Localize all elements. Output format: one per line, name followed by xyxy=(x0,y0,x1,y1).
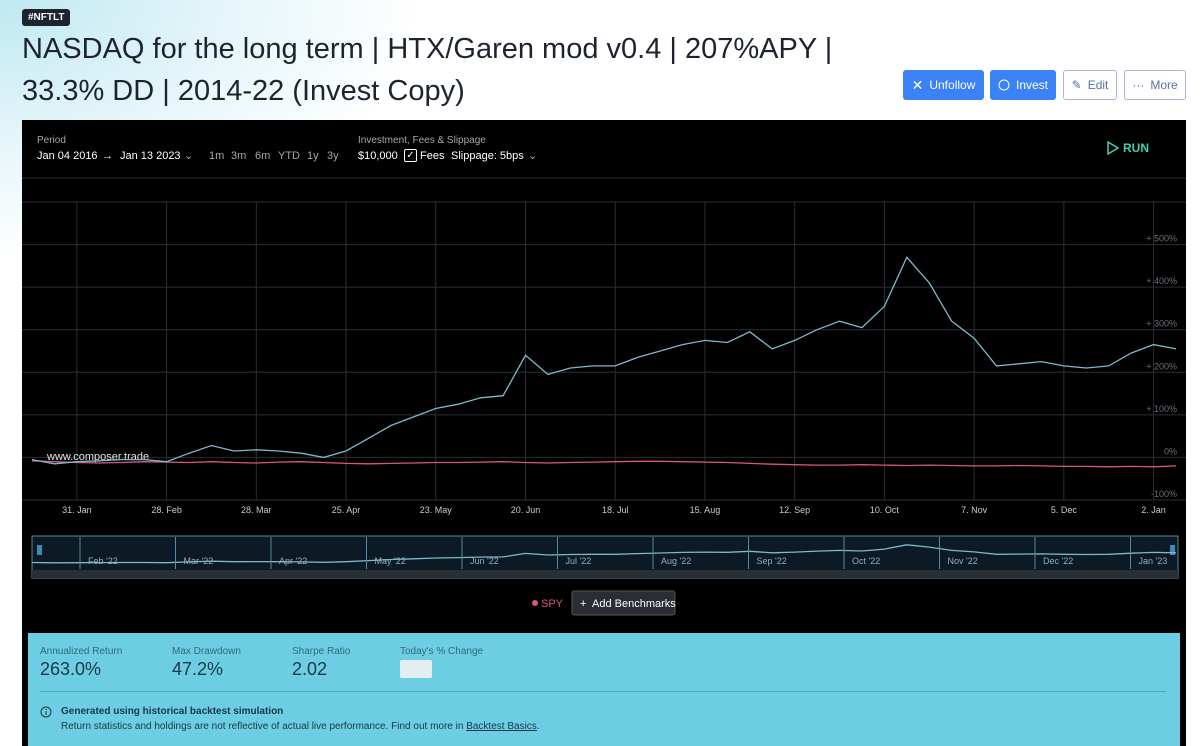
y-tick-label: 0% xyxy=(1164,446,1177,456)
stat-value: 2.02 xyxy=(292,659,328,679)
stat-label: Today's % Change xyxy=(400,646,484,657)
range-button[interactable]: 3m xyxy=(231,150,247,162)
label: Period xyxy=(37,135,66,146)
run-button[interactable]: RUN xyxy=(1107,141,1149,155)
stat-label: Annualized Return xyxy=(40,646,123,657)
series-line xyxy=(31,460,1177,468)
navigator-label: Nov '22 xyxy=(948,556,978,566)
notice-title: Generated using historical backtest simu… xyxy=(61,706,284,717)
fees: Fees xyxy=(420,150,445,162)
info-icon xyxy=(40,706,52,718)
x-tick-label: 31. Jan xyxy=(62,505,92,515)
end-date[interactable]: Jan 13 2023 xyxy=(120,150,181,162)
divider xyxy=(40,691,1166,692)
x-tick-label: 28. Feb xyxy=(151,505,182,515)
stat-value: 47.2% xyxy=(172,659,224,679)
series-line xyxy=(31,256,1177,465)
run-label: RUN xyxy=(1123,141,1149,155)
stat-label: Sharpe Ratio xyxy=(292,646,351,657)
unfollow-button[interactable]: ✕ Unfollow xyxy=(903,70,984,100)
y-tick-label: + 400% xyxy=(1146,276,1177,286)
start-date[interactable]: Jan 04 2016 xyxy=(37,150,98,162)
add-benchmarks: Add Benchmarks xyxy=(592,598,676,610)
x-tick-label: 15. Aug xyxy=(690,505,721,515)
range-button[interactable]: 3y xyxy=(327,150,339,162)
chevron[interactable]: ⌄ xyxy=(528,150,538,162)
navigator-label: Jan '23 xyxy=(1139,556,1168,566)
stat-value: 263.0% xyxy=(40,659,102,679)
x-tick-label: 10. Oct xyxy=(870,505,900,515)
navigator-label: Mar '22 xyxy=(184,556,214,566)
navigator-label: Dec '22 xyxy=(1043,556,1073,566)
arrow: → xyxy=(102,150,113,162)
range-button[interactable]: 1m xyxy=(209,150,225,162)
placeholder xyxy=(400,660,432,678)
y-tick-label: + 300% xyxy=(1146,319,1177,329)
text: . xyxy=(536,721,540,732)
strategy-title: NASDAQ for the long term | HTX/Garen mod… xyxy=(22,33,833,107)
x-tick-label: 28. Mar xyxy=(241,505,272,515)
tag[interactable]: #NFTLT xyxy=(22,9,71,26)
y-tick-label: -100% xyxy=(1151,489,1177,499)
slippage[interactable]: Slippage: 5bps xyxy=(451,150,524,162)
legend-marker xyxy=(532,600,538,606)
x-tick-label: 7. Nov xyxy=(961,505,988,515)
y-tick-label: + 500% xyxy=(1146,234,1177,244)
stat-label: Max Drawdown xyxy=(172,646,241,657)
edit-button[interactable]: ✎ Edit xyxy=(1063,70,1117,100)
x-tick-label: 18. Jul xyxy=(602,505,629,515)
navigator-label: Sep '22 xyxy=(757,556,787,566)
navigator-label: Jul '22 xyxy=(566,556,592,566)
navigator-label: Jun '22 xyxy=(470,556,499,566)
legend-label: SPY xyxy=(541,598,564,610)
checkbox[interactable]: ✓ xyxy=(404,149,417,162)
x-tick-label: 23. May xyxy=(420,505,453,515)
button-label: Unfollow xyxy=(929,78,976,92)
amount[interactable]: $10,000 xyxy=(358,150,398,162)
x-tick-label: 12. Sep xyxy=(779,505,810,515)
link[interactable]: Backtest Basics xyxy=(466,721,537,732)
plus: + xyxy=(580,598,586,610)
navigator-label: Aug '22 xyxy=(661,556,691,566)
x-tick-label: 2. Jan xyxy=(1141,505,1166,515)
x-tick-label: 20. Jun xyxy=(511,505,541,515)
x-tick-label: 25. Apr xyxy=(332,505,361,515)
icon xyxy=(1107,141,1119,155)
label: Investment, Fees & Slippage xyxy=(358,135,486,146)
invest-button[interactable]: Invest xyxy=(990,70,1056,100)
range-button[interactable]: 1y xyxy=(307,150,319,162)
button-label: More xyxy=(1150,78,1178,92)
handle[interactable] xyxy=(37,545,42,555)
more-button[interactable]: ··· More xyxy=(1124,70,1186,100)
navigator-line xyxy=(31,544,1177,564)
y-tick-label: + 100% xyxy=(1146,404,1177,414)
range-button[interactable]: YTD xyxy=(278,150,300,162)
x-tick-label: 5. Dec xyxy=(1051,505,1078,515)
icon xyxy=(998,79,1010,91)
scrollbar[interactable] xyxy=(32,570,1178,578)
y-tick-label: + 200% xyxy=(1146,361,1177,371)
button-label: Edit xyxy=(1087,78,1109,92)
button-label: Invest xyxy=(1015,78,1048,92)
chevron[interactable]: ⌄ xyxy=(184,150,194,162)
navigator-label: May '22 xyxy=(375,556,406,566)
text: Return statistics and holdings are not r… xyxy=(61,721,467,732)
stats-panel xyxy=(28,633,1180,746)
add-benchmarks-button[interactable] xyxy=(571,590,676,616)
handle[interactable] xyxy=(1170,545,1175,555)
range-button[interactable]: 6m xyxy=(255,150,271,162)
navigator-label: Oct '22 xyxy=(852,556,880,566)
notice-text: Return statistics and holdings are not r… xyxy=(61,721,540,732)
navigator-label: Feb '22 xyxy=(88,556,118,566)
navigator-label: Apr '22 xyxy=(279,556,307,566)
